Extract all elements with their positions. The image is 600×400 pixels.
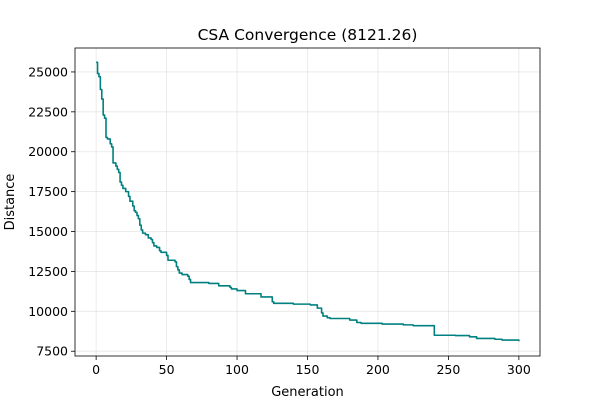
x-tick-label: 100 bbox=[225, 362, 249, 377]
x-tick-label: 250 bbox=[436, 362, 460, 377]
x-tick-label: 0 bbox=[92, 362, 100, 377]
y-tick-label: 7500 bbox=[36, 344, 68, 359]
y-tick-label: 22500 bbox=[28, 104, 68, 119]
series-line bbox=[96, 61, 520, 342]
series-layer bbox=[96, 61, 520, 342]
y-tick-label: 20000 bbox=[28, 144, 68, 159]
x-tick-label: 300 bbox=[507, 362, 531, 377]
y-tick-label: 15000 bbox=[28, 224, 68, 239]
x-axis-label: Generation bbox=[271, 385, 344, 400]
y-tick-label: 25000 bbox=[28, 64, 68, 79]
x-tick-label: 150 bbox=[296, 362, 320, 377]
y-tick-label: 12500 bbox=[28, 264, 68, 279]
y-tick-label: 10000 bbox=[28, 304, 68, 319]
y-tick-label: 17500 bbox=[28, 184, 68, 199]
chart-title: CSA Convergence (8121.26) bbox=[198, 26, 418, 44]
tick-layer: 0 50 100 150 200 250 300 7500 10000 12500 15000 175… bbox=[28, 64, 531, 377]
x-tick-label: 200 bbox=[366, 362, 390, 377]
y-axis-label: Distance bbox=[3, 174, 18, 231]
x-tick-label: 50 bbox=[159, 362, 175, 377]
grid-layer bbox=[75, 48, 540, 356]
